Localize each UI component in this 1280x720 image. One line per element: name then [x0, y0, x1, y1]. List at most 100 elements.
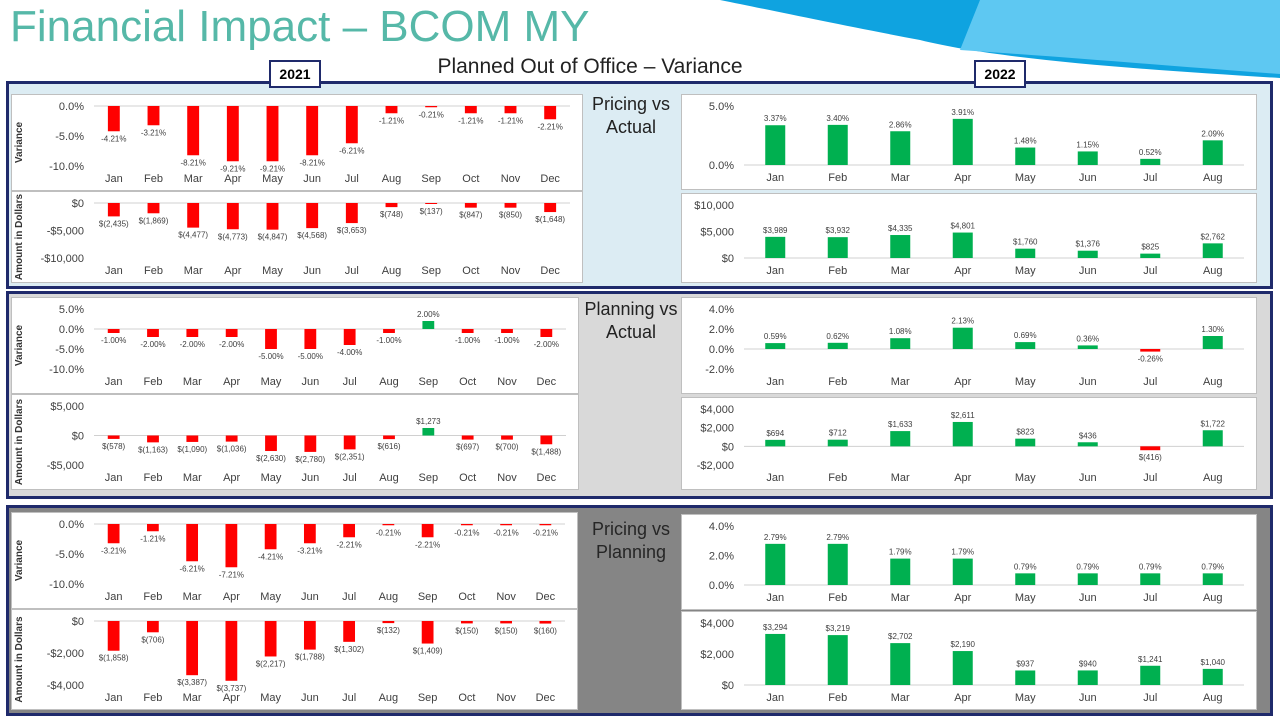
- x-tick-label: Jan: [105, 472, 123, 484]
- data-label: $825: [1141, 243, 1159, 252]
- bar-apr: [952, 558, 973, 585]
- data-label: -2.21%: [537, 122, 562, 131]
- data-label: $3,219: [826, 624, 851, 633]
- bar-jan: [765, 633, 786, 685]
- data-label: $(4,568): [297, 231, 327, 240]
- x-tick-label: Feb: [828, 592, 847, 604]
- data-label: -2.00%: [140, 340, 165, 349]
- x-tick-label: Sep: [421, 173, 441, 185]
- data-label: -6.21%: [179, 564, 204, 573]
- data-label: $1,241: [1138, 655, 1163, 664]
- data-label: $(1,869): [139, 216, 169, 225]
- bar-dec: [539, 621, 552, 624]
- x-tick-label: Mar: [891, 692, 910, 704]
- x-tick-label: Apr: [954, 592, 971, 604]
- data-label: $(578): [102, 442, 125, 451]
- x-tick-label: Jul: [342, 591, 356, 603]
- data-label: 0.79%: [1076, 562, 1099, 571]
- x-tick-label: Jan: [105, 591, 123, 603]
- y-tick-label: -5.0%: [55, 131, 84, 143]
- bar-jun: [1077, 573, 1098, 585]
- x-tick-label: Apr: [954, 692, 971, 704]
- x-tick-label: Jun: [1079, 376, 1097, 388]
- data-label: $1,376: [1076, 240, 1101, 249]
- data-label: $(1,090): [177, 445, 207, 454]
- data-label: -7.21%: [219, 570, 244, 579]
- data-label: $(1,409): [413, 647, 443, 656]
- y-tick-label: -10.0%: [49, 161, 84, 173]
- bar-oct: [461, 329, 474, 333]
- y-tick-label: 2.0%: [709, 324, 734, 336]
- bar-oct: [460, 524, 473, 526]
- bar-may: [1015, 147, 1036, 165]
- bar-jun: [306, 106, 319, 156]
- data-label: $712: [829, 429, 847, 438]
- y-tick-label: -2.0%: [705, 364, 734, 376]
- bar-feb: [827, 237, 848, 258]
- bar-jan: [765, 543, 786, 585]
- bar-feb: [147, 435, 159, 443]
- x-tick-label: Sep: [419, 376, 439, 388]
- x-tick-label: Apr: [223, 376, 240, 388]
- bar-mar: [186, 524, 199, 562]
- x-tick-label: Jul: [345, 265, 359, 277]
- bar-oct: [464, 203, 477, 208]
- data-label: 3.37%: [764, 114, 787, 123]
- bar-jul: [343, 621, 356, 642]
- x-tick-label: Jan: [766, 172, 784, 184]
- y-tick-label: $2,000: [700, 649, 734, 661]
- data-label: 2.09%: [1201, 129, 1224, 138]
- x-tick-label: Nov: [497, 472, 517, 484]
- x-tick-label: Jun: [1079, 692, 1097, 704]
- data-label: -1.00%: [376, 336, 401, 345]
- bar-jan: [107, 524, 120, 544]
- bar-jun: [304, 329, 317, 349]
- bar-jul: [345, 106, 358, 144]
- x-tick-label: Mar: [891, 265, 910, 277]
- bar-jul: [345, 203, 358, 224]
- x-tick-label: May: [261, 376, 282, 388]
- bar-feb: [146, 524, 159, 532]
- header-swoosh: [720, 0, 1280, 78]
- bar-aug: [383, 435, 395, 440]
- bar-apr: [952, 327, 973, 349]
- chart-svg: $4,000 $2,000 $0 -$2,000 $694 Jan $712 Feb $1,63…: [697, 404, 1244, 484]
- bar-feb: [147, 329, 159, 337]
- bar-jan: [107, 203, 120, 217]
- section-label-line2: Actual: [605, 322, 657, 342]
- y-axis-label: Variance: [14, 324, 25, 366]
- x-tick-label: Apr: [223, 472, 240, 484]
- x-tick-label: Jul: [343, 376, 357, 388]
- x-tick-label: Mar: [183, 376, 202, 388]
- bar-apr: [952, 118, 973, 165]
- x-tick-label: Jul: [1143, 472, 1157, 484]
- chart-svg: 4.0% 2.0% 0.0% -2.0% 0.59% Jan 0.62% Feb 1.08% Ma…: [705, 304, 1244, 388]
- data-label: $(616): [377, 442, 400, 451]
- data-label: -2.21%: [336, 540, 361, 549]
- x-tick-label: Mar: [184, 265, 203, 277]
- chart-svg: Variance 0.0% -5.0% -10.0% -4.21% Jan -3.21% Fe…: [14, 101, 570, 185]
- y-tick-label: -5.0%: [55, 344, 84, 356]
- bar-nov: [504, 203, 517, 208]
- bar-sep: [425, 106, 438, 108]
- x-tick-label: May: [1015, 692, 1036, 704]
- x-tick-label: Jun: [301, 376, 319, 388]
- bar-jul: [1140, 665, 1161, 685]
- data-label: $(132): [377, 626, 400, 635]
- bar-mar: [890, 558, 911, 585]
- x-tick-label: Aug: [379, 472, 399, 484]
- bar-sep: [422, 321, 435, 329]
- bar-may: [1015, 573, 1036, 585]
- bar-feb: [827, 543, 848, 585]
- bar-jul: [343, 435, 356, 450]
- x-tick-label: Feb: [828, 265, 847, 277]
- bar-may: [265, 435, 277, 452]
- data-label: -2.00%: [219, 340, 244, 349]
- y-tick-label: 0.0%: [59, 519, 84, 531]
- chart-2022-planning-vs-actual-variance: 4.0% 2.0% 0.0% -2.0% 0.59% Jan 0.62% Feb 1.08% Ma…: [681, 297, 1257, 394]
- bar-apr: [952, 421, 973, 447]
- y-tick-label: -$5,000: [47, 460, 84, 472]
- x-tick-label: Jan: [766, 376, 784, 388]
- data-label: $(137): [420, 207, 443, 216]
- bar-aug: [382, 524, 395, 526]
